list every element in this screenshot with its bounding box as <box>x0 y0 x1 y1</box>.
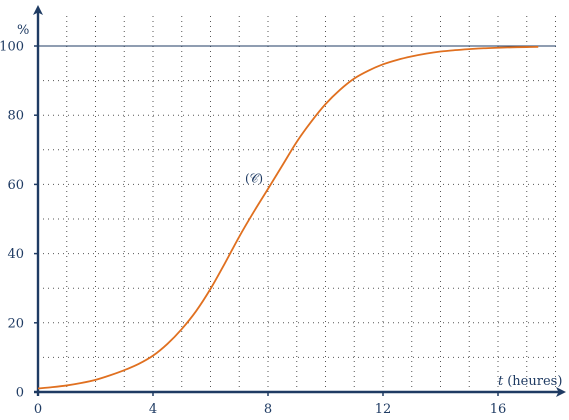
y-tick-label: 20 <box>7 316 24 331</box>
x-axis-label: t (heures) <box>498 374 562 389</box>
series-line-c <box>37 45 539 390</box>
y-tick-label: 100 <box>0 40 24 55</box>
y-tick-label: 40 <box>7 247 24 262</box>
x-axis-variable: t <box>498 374 504 389</box>
x-axis-arrow <box>556 387 566 397</box>
axes <box>33 5 566 397</box>
y-axis-arrow <box>33 5 43 15</box>
x-tick-label: 4 <box>149 402 157 417</box>
grid <box>38 12 556 392</box>
y-tick-label: 80 <box>7 109 24 124</box>
x-tick-label: 8 <box>264 402 272 417</box>
x-axis-unit: (heures) <box>507 374 562 389</box>
x-ticks: 0 4 8 12 16 <box>34 392 506 417</box>
series-label-c: (𝒞) <box>245 171 263 185</box>
x-tick-label: 0 <box>34 402 42 417</box>
x-tick-label: 16 <box>490 402 507 417</box>
y-tick-label: 0 <box>16 386 24 401</box>
y-axis-label: % <box>17 23 29 38</box>
y-ticks: 0 20 40 60 80 100 <box>0 40 38 401</box>
y-tick-label: 60 <box>7 178 24 193</box>
x-tick-label: 12 <box>375 402 392 417</box>
